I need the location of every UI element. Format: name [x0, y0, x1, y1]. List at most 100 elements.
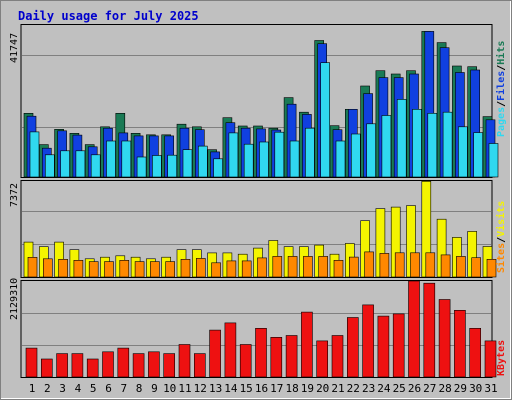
legend-visits: Visits — [495, 201, 507, 237]
bar-pages-day-16 — [259, 141, 269, 178]
bar-pages-day-29 — [458, 126, 468, 178]
x-tick-day-9: 9 — [151, 382, 158, 395]
x-tick-day-3: 3 — [59, 382, 66, 395]
x-tick-day-30: 30 — [469, 382, 482, 395]
bar-pages-day-8 — [136, 156, 147, 178]
x-tick-day-4: 4 — [75, 382, 82, 395]
legend-pages: Pages — [496, 107, 507, 137]
x-tick-day-16: 16 — [255, 382, 268, 395]
bar-sites-day-2 — [42, 258, 53, 278]
bar-pages-day-19 — [305, 127, 315, 178]
bar-sites-day-30 — [471, 257, 482, 278]
bar-sites-day-12 — [196, 258, 206, 278]
bar-pages-day-6 — [106, 140, 116, 178]
bar-pages-day-21 — [335, 140, 346, 178]
bar-kbytes-day-10 — [163, 353, 175, 378]
legend-sep-1: / — [496, 101, 507, 107]
x-tick-day-26: 26 — [408, 382, 421, 395]
bar-pages-day-11 — [182, 149, 193, 178]
x-tick-day-6: 6 — [105, 382, 112, 395]
bar-sites-day-3 — [58, 258, 68, 278]
bar-sites-day-31 — [486, 258, 497, 278]
bar-sites-day-25 — [394, 252, 405, 278]
bar-sites-day-4 — [73, 259, 84, 278]
bar-kbytes-day-27 — [423, 282, 436, 378]
bar-pages-day-12 — [198, 145, 208, 178]
bar-sites-day-20 — [318, 256, 329, 278]
bar-pages-day-26 — [412, 109, 422, 178]
legend-sites: Sites — [495, 243, 507, 273]
bar-pages-day-3 — [60, 150, 70, 178]
x-tick-day-25: 25 — [393, 382, 406, 395]
bar-pages-day-5 — [90, 154, 101, 178]
x-tick-day-5: 5 — [90, 382, 97, 395]
bar-pages-day-15 — [243, 143, 254, 178]
bar-kbytes-day-9 — [148, 351, 160, 378]
bar-kbytes-day-5 — [86, 358, 99, 378]
x-tick-day-15: 15 — [240, 382, 253, 395]
bar-kbytes-day-22 — [346, 317, 359, 378]
bar-sites-day-1 — [27, 256, 38, 278]
bar-pages-day-28 — [442, 111, 453, 178]
bar-pages-day-2 — [44, 154, 55, 178]
legend-sep-2: / — [496, 65, 507, 71]
x-tick-day-13: 13 — [209, 382, 222, 395]
bar-kbytes-day-7 — [117, 347, 130, 378]
bar-kbytes-day-15 — [239, 344, 252, 378]
bar-sites-day-29 — [456, 256, 466, 278]
bar-kbytes-day-26 — [408, 280, 420, 378]
bar-pages-day-17 — [274, 131, 285, 178]
bar-sites-day-5 — [88, 261, 99, 278]
bar-kbytes-day-19 — [301, 311, 313, 378]
bar-pages-day-18 — [289, 140, 300, 178]
x-tick-day-20: 20 — [316, 382, 329, 395]
bar-kbytes-day-28 — [438, 299, 451, 378]
x-tick-day-11: 11 — [178, 382, 191, 395]
x-tick-day-8: 8 — [136, 382, 143, 395]
legend-files: Files — [495, 71, 507, 101]
bar-sites-day-11 — [180, 258, 191, 278]
legend-kbytes: KBytes — [496, 340, 507, 376]
bar-sites-day-8 — [134, 261, 145, 278]
x-tick-day-14: 14 — [224, 382, 238, 395]
bar-kbytes-day-16 — [255, 327, 267, 378]
bar-sites-day-10 — [165, 261, 175, 278]
bar-sites-day-27 — [425, 252, 436, 278]
bar-sites-day-22 — [348, 256, 359, 278]
bar-pages-day-30 — [473, 132, 484, 178]
bar-sites-day-13 — [211, 262, 221, 278]
legend-hits: Hits — [495, 41, 507, 65]
x-tick-day-24: 24 — [377, 382, 391, 395]
bar-pages-day-27 — [427, 113, 438, 178]
bar-sites-day-7 — [119, 259, 130, 278]
legend-hits-files-pages: Pages/Files/Hits — [495, 41, 507, 137]
bar-pages-day-9 — [152, 155, 162, 178]
bar-sites-day-14 — [226, 260, 237, 278]
bar-pages-day-31 — [488, 143, 499, 178]
bar-pages-day-1 — [29, 131, 40, 178]
bars — [23, 31, 499, 378]
x-tick-day-27: 27 — [423, 382, 436, 395]
bar-kbytes-day-21 — [331, 335, 344, 378]
bar-sites-day-21 — [333, 259, 344, 278]
legend-visits-sites: Sites/Visits — [495, 201, 507, 273]
bar-kbytes-day-14 — [224, 322, 237, 378]
bar-sites-day-9 — [150, 261, 160, 278]
x-tick-day-22: 22 — [347, 382, 360, 395]
x-tick-day-23: 23 — [362, 382, 375, 395]
bar-kbytes-day-31 — [484, 340, 497, 378]
x-tick-day-10: 10 — [163, 382, 176, 395]
bar-kbytes-day-11 — [178, 344, 191, 378]
x-tick-day-18: 18 — [285, 382, 298, 395]
bar-pages-day-7 — [121, 140, 132, 178]
bar-pages-day-13 — [213, 158, 223, 178]
bar-kbytes-day-4 — [71, 353, 84, 378]
bar-kbytes-day-8 — [132, 353, 145, 378]
ymax-label-visits: 7372 — [9, 183, 20, 207]
bar-kbytes-day-25 — [392, 313, 405, 378]
bar-sites-day-26 — [410, 252, 420, 278]
bar-kbytes-day-18 — [285, 335, 298, 378]
x-tick-day-28: 28 — [438, 382, 451, 395]
bar-kbytes-day-6 — [102, 351, 114, 378]
